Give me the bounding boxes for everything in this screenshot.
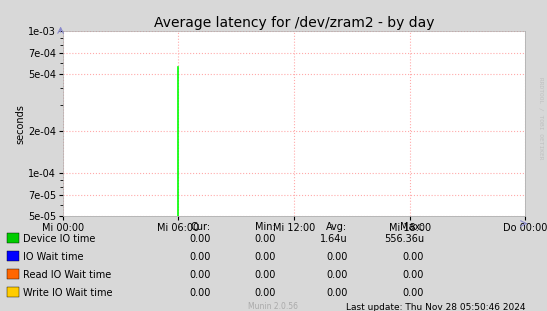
Text: Device IO time: Device IO time [23, 234, 95, 244]
Text: IO Wait time: IO Wait time [23, 252, 84, 262]
Title: Average latency for /dev/zram2 - by day: Average latency for /dev/zram2 - by day [154, 16, 434, 30]
Text: Min:: Min: [255, 222, 276, 232]
Text: 556.36u: 556.36u [384, 234, 424, 244]
Text: Last update: Thu Nov 28 05:50:46 2024: Last update: Thu Nov 28 05:50:46 2024 [346, 304, 525, 311]
Text: Read IO Wait time: Read IO Wait time [23, 270, 111, 280]
Text: Write IO Wait time: Write IO Wait time [23, 288, 113, 298]
Text: 0.00: 0.00 [403, 270, 424, 280]
Text: 0.00: 0.00 [189, 288, 211, 298]
Text: 0.00: 0.00 [189, 252, 211, 262]
Text: 0.00: 0.00 [326, 252, 347, 262]
Text: Avg:: Avg: [326, 222, 347, 232]
Text: Max:: Max: [400, 222, 424, 232]
Text: Munin 2.0.56: Munin 2.0.56 [248, 301, 299, 310]
Text: 0.00: 0.00 [255, 252, 276, 262]
Text: 1.64u: 1.64u [319, 234, 347, 244]
Text: 0.00: 0.00 [189, 270, 211, 280]
Text: 0.00: 0.00 [326, 288, 347, 298]
Text: Cur:: Cur: [190, 222, 211, 232]
Text: 0.00: 0.00 [403, 288, 424, 298]
Text: RRDTOOL / TOBI OETIKER: RRDTOOL / TOBI OETIKER [538, 77, 543, 160]
Text: 0.00: 0.00 [403, 252, 424, 262]
Text: 0.00: 0.00 [189, 234, 211, 244]
Y-axis label: seconds: seconds [15, 104, 25, 144]
Text: 0.00: 0.00 [326, 270, 347, 280]
Text: 0.00: 0.00 [255, 288, 276, 298]
Text: 0.00: 0.00 [255, 270, 276, 280]
Text: 0.00: 0.00 [255, 234, 276, 244]
